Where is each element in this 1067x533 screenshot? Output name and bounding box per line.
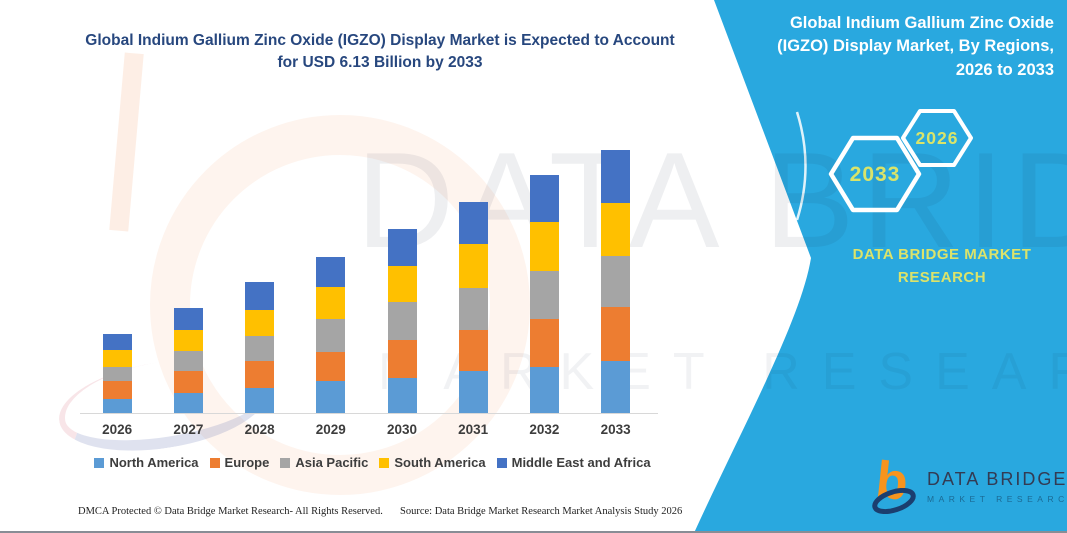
- segment-2032-south-america: [529, 222, 559, 271]
- segment-2030-asia-pacific: [387, 301, 417, 341]
- segment-2030-south-america: [387, 265, 417, 302]
- segment-2026-south-america: [102, 349, 132, 367]
- x-axis-line: [80, 413, 658, 414]
- segment-2032-europe: [529, 318, 559, 367]
- segment-2027-europe: [173, 371, 203, 393]
- segment-2026-asia-pacific: [102, 366, 132, 382]
- legend-item-europe: Europe: [209, 455, 270, 470]
- segment-2026-middle-east-and-africa: [102, 333, 132, 350]
- bar-2032: [529, 174, 559, 414]
- x-tick-2027: 2027: [173, 422, 204, 437]
- legend-label-asia-pacific: Asia Pacific: [295, 455, 369, 470]
- dbmr-logo-swoosh-icon: [872, 488, 916, 514]
- segment-2029-europe: [316, 351, 346, 382]
- x-tick-2029: 2029: [315, 422, 346, 437]
- legend-label-europe: Europe: [224, 455, 270, 470]
- legend-swatch-south-america: [379, 457, 390, 468]
- bar-2030: [387, 228, 417, 414]
- dbmr-logo-subtitle: MARKET RESEARCH: [927, 493, 1067, 504]
- segment-2030-north-america: [387, 377, 417, 414]
- white-arc-line: [795, 111, 807, 221]
- legend-swatch-asia-pacific: [280, 457, 291, 468]
- watermark-text-line2: MARKET RESEARCH: [378, 343, 1067, 401]
- hexagon-2026: [901, 109, 973, 167]
- legend-label-south-america: South America: [394, 455, 486, 470]
- footer-source-text: Source: Data Bridge Market Research Mark…: [400, 506, 683, 517]
- legend-swatch-north-america: [94, 457, 105, 468]
- chart-legend: North America Europe Asia Pacific South Ame…: [75, 455, 670, 470]
- segment-2030-middle-east-and-africa: [387, 228, 417, 266]
- sidebar-brand-text: DATA BRIDGE MARKET RESEARCH: [852, 246, 1032, 287]
- segment-2027-middle-east-and-africa: [173, 307, 203, 331]
- legend-label-middle-east-and-africa: Middle East and Africa: [511, 455, 651, 470]
- segment-2033-asia-pacific: [601, 255, 631, 308]
- segment-2029-asia-pacific: [316, 319, 346, 352]
- bar-2033: [601, 149, 631, 414]
- segment-2027-north-america: [173, 392, 203, 414]
- bar-2026: [102, 333, 132, 414]
- segment-2031-europe: [458, 330, 488, 371]
- x-tick-2031: 2031: [458, 422, 489, 437]
- segment-2032-north-america: [529, 366, 559, 414]
- legend-label-north-america: North America: [109, 455, 199, 470]
- hexagon-2033-label: 2033: [850, 163, 901, 186]
- segment-2027-south-america: [173, 330, 203, 351]
- segment-2028-europe: [245, 360, 275, 389]
- x-tick-2030: 2030: [386, 422, 418, 437]
- bar-2028: [245, 282, 275, 414]
- x-tick-2026: 2026: [102, 422, 133, 437]
- chart-title: Global Indium Gallium Zinc Oxide (IGZO) …: [85, 32, 675, 72]
- legend-swatch-europe: [209, 457, 220, 468]
- sidebar-heading: Global Indium Gallium Zinc Oxide (IGZO) …: [777, 14, 1054, 79]
- segment-2029-south-america: [316, 286, 346, 320]
- segment-2031-middle-east-and-africa: [458, 202, 488, 245]
- dbmr-logo-text: DATA BRIDGE MARKET RESEARCH: [927, 469, 1067, 504]
- segment-2033-south-america: [601, 202, 631, 256]
- x-tick-2032: 2032: [529, 422, 560, 437]
- segment-2028-north-america: [245, 388, 275, 414]
- segment-2027-asia-pacific: [173, 350, 203, 372]
- segment-2030-europe: [387, 340, 417, 378]
- segment-2031-north-america: [458, 370, 488, 414]
- segment-2031-asia-pacific: [458, 287, 488, 331]
- legend-item-south-america: South America: [379, 455, 486, 470]
- blue-wedge: [694, 0, 1067, 533]
- footer-dmca-text: DMCA Protected © Data Bridge Market Rese…: [78, 506, 383, 517]
- segment-2029-north-america: [316, 381, 346, 414]
- bar-2027: [173, 307, 203, 414]
- segment-2026-north-america: [102, 398, 132, 414]
- dbmr-logo-title: DATA BRIDGE: [927, 468, 1067, 489]
- bar-2029: [316, 256, 346, 414]
- segment-2026-europe: [102, 381, 132, 399]
- legend-item-middle-east-and-africa: Middle East and Africa: [496, 455, 651, 470]
- segment-2033-north-america: [601, 360, 631, 414]
- x-tick-2033: 2033: [600, 422, 631, 437]
- segment-2033-europe: [601, 307, 631, 361]
- segment-2031-south-america: [458, 244, 488, 288]
- bottom-border: [0, 531, 1067, 533]
- x-tick-2028: 2028: [244, 422, 275, 437]
- hexagon-2033: [828, 135, 922, 213]
- legend-item-north-america: North America: [94, 455, 199, 470]
- year-hexagons: 2033 2026: [828, 109, 973, 213]
- legend-swatch-middle-east-and-africa: [496, 457, 507, 468]
- hexagon-2026-label: 2026: [916, 128, 959, 148]
- segment-2028-asia-pacific: [245, 335, 275, 361]
- segment-2029-middle-east-and-africa: [316, 256, 346, 287]
- segment-2032-asia-pacific: [529, 270, 559, 319]
- dbmr-logo: b DATA BRIDGE MARKET RESEARCH: [872, 451, 1067, 514]
- dbmr-logo-mark: b: [872, 451, 918, 514]
- segment-2028-middle-east-and-africa: [245, 282, 275, 311]
- legend-item-asia-pacific: Asia Pacific: [280, 455, 368, 470]
- segment-2033-middle-east-and-africa: [601, 149, 631, 203]
- segment-2032-middle-east-and-africa: [529, 174, 559, 223]
- bar-2031: [458, 202, 488, 414]
- segment-2028-south-america: [245, 310, 275, 336]
